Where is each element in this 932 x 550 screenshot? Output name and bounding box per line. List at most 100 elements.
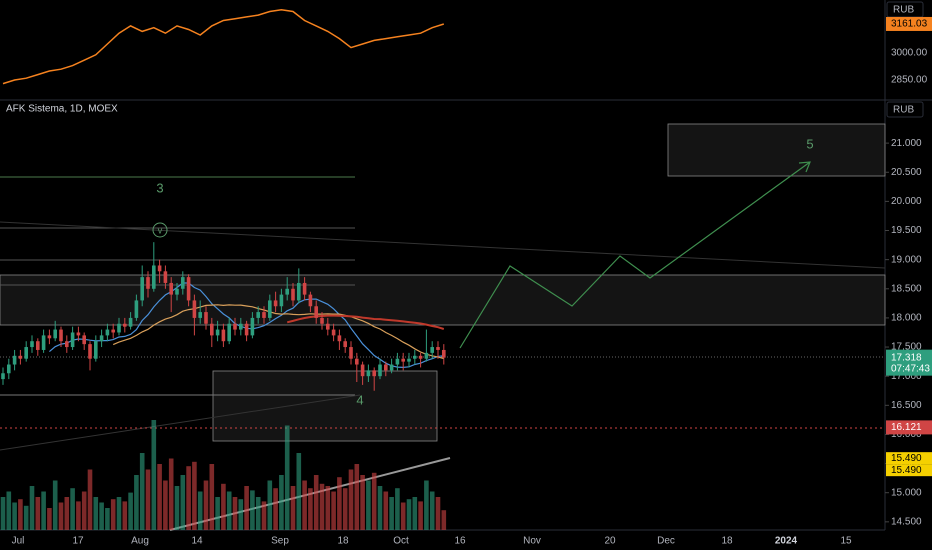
volume-bar [186, 466, 191, 530]
volume-bar [238, 499, 244, 530]
candle-body [70, 332, 75, 348]
marker-label: 15.490 [891, 465, 922, 476]
trend-line [0, 394, 361, 451]
y-tick-label: 18.000 [891, 313, 922, 324]
volume-bar [267, 480, 273, 530]
candle-body [59, 329, 63, 342]
volume-bar [244, 486, 249, 530]
candle-body [169, 282, 173, 295]
candle-body [99, 335, 104, 342]
y-tick-label: 21.000 [891, 138, 922, 149]
candle-body [221, 329, 226, 342]
candle-body [268, 300, 272, 318]
wave-label: v [158, 225, 163, 235]
volume-bar [354, 464, 360, 530]
candle-body [273, 300, 278, 307]
volume-bar [29, 486, 35, 530]
candle-body [424, 352, 429, 359]
volume-bar [255, 497, 261, 530]
wave-label: 3 [156, 180, 163, 195]
volume-bar [290, 486, 296, 530]
candle-body [378, 364, 382, 377]
volume-bar [128, 492, 133, 530]
volume-bar [313, 475, 319, 530]
moving-average [112, 304, 444, 360]
volume-bar [342, 488, 348, 530]
candle-body [192, 300, 197, 318]
candle-body [256, 312, 260, 318]
y-tick-label: 18.500 [891, 283, 922, 294]
y-tick-label: 19.000 [891, 254, 922, 265]
stop-badge [886, 420, 932, 435]
time-label: 15 [840, 536, 852, 547]
marker-badge [886, 464, 932, 477]
currency: RUB [893, 5, 914, 16]
volume-bar [348, 469, 354, 530]
candle-body [331, 329, 336, 336]
volume-bar [395, 488, 400, 530]
volume-bar [337, 477, 342, 530]
candle-body [128, 317, 133, 327]
candle-body [372, 370, 376, 377]
candle-body [430, 347, 434, 353]
volume-bar [41, 491, 46, 530]
volume-bar [400, 502, 406, 530]
candle-body [88, 344, 92, 359]
volume-bar [389, 497, 394, 530]
volume-bar [279, 475, 284, 530]
volume-bar [325, 486, 331, 530]
candle-body [1, 373, 5, 380]
candle-body [413, 355, 417, 359]
trend-line [0, 221, 886, 269]
candle-body [302, 282, 307, 295]
candle-body [233, 323, 237, 330]
currency-badge[interactable] [886, 101, 924, 118]
last-price: 17.318 [891, 352, 922, 363]
volume-bar [192, 461, 197, 530]
index-last-badge [886, 16, 932, 31]
candle-body [152, 265, 156, 289]
candle-body [12, 355, 17, 365]
volume-bar [12, 502, 17, 530]
stop-label: 16.121 [891, 422, 922, 433]
candle-body [41, 335, 46, 350]
candle-body [163, 271, 168, 283]
volume-bar [273, 488, 278, 530]
candle-body [7, 364, 11, 374]
candle-body [401, 358, 405, 362]
volume-bar [284, 425, 290, 530]
volume-bar [35, 497, 41, 530]
volume-bar [99, 502, 104, 530]
volume-bar [151, 420, 157, 530]
y-tick-label: 16.000 [891, 429, 922, 440]
y-tick-label: 20.500 [891, 167, 922, 178]
time-label: Dec [657, 536, 675, 547]
candle-body [355, 358, 359, 365]
volume-bar [383, 491, 389, 530]
candle-body [366, 370, 371, 377]
volume-bar [424, 480, 429, 530]
volume-bar [406, 499, 412, 530]
wave-projection [459, 161, 811, 349]
volume-bar [47, 508, 52, 530]
candle-body [343, 341, 347, 348]
volume-bar [429, 491, 435, 530]
candle-body [349, 347, 353, 359]
time-label: 18 [337, 536, 349, 547]
volume-bar [319, 483, 325, 530]
candle-body [123, 323, 127, 327]
candle-body [326, 323, 330, 330]
candle-body [239, 323, 243, 330]
y-tick-label: 17.000 [891, 371, 922, 382]
candle-body [175, 288, 179, 295]
y-tick-label: 19.500 [891, 225, 922, 236]
candle-body [291, 288, 295, 301]
volume-bar [163, 480, 168, 530]
candle-body [320, 317, 324, 324]
countdown: 07:47:43 [891, 363, 930, 374]
candle-body [204, 312, 208, 324]
y-tick-label: 15.000 [891, 487, 922, 498]
candle-body [227, 323, 231, 342]
time-label: 2024 [775, 536, 798, 547]
